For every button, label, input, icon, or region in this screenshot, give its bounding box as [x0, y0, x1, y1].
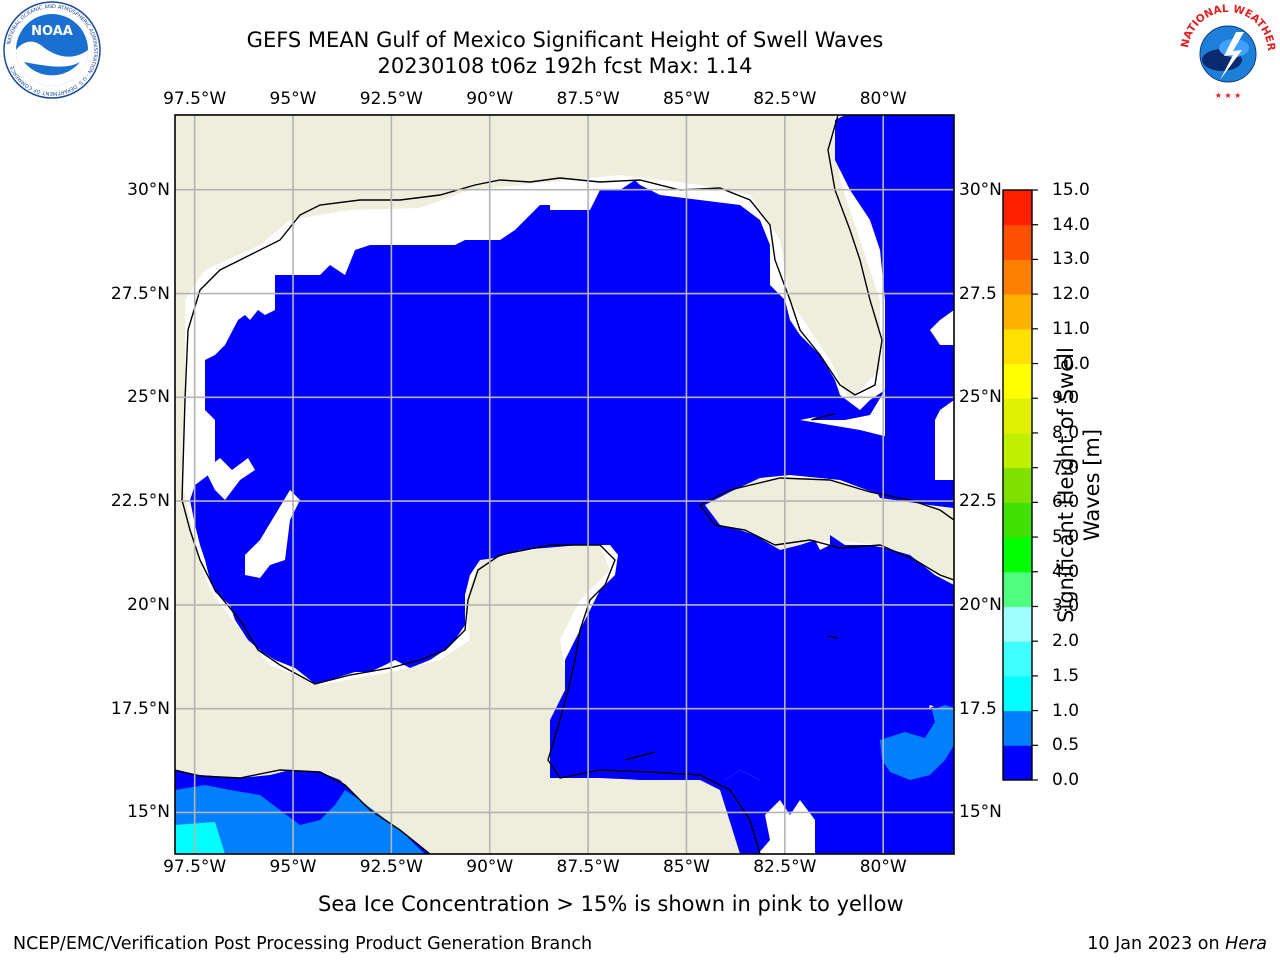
- colorbar-tick-label: 11.0: [1052, 318, 1090, 339]
- lon-label: 90°W: [466, 857, 514, 877]
- lon-label: 90°W: [466, 89, 514, 109]
- lon-label: 97.5°W: [163, 89, 227, 109]
- nws-logo: NATIONAL WEATHER SERVICE ★ ★ ★: [1178, 2, 1277, 100]
- nodata-patch: [205, 458, 255, 500]
- colorbar-tick-label: 2.0: [1052, 631, 1080, 652]
- colorbar-segment: [1003, 398, 1032, 434]
- lon-label: 85°W: [662, 89, 710, 109]
- colorbar-frame: [1002, 189, 1033, 781]
- lat-label: 15°N: [959, 802, 1002, 823]
- colorbar-tick-label: 15.0: [1052, 180, 1090, 200]
- lon-label: 97.5°W: [163, 857, 227, 877]
- colorbar-segment: [1003, 745, 1032, 781]
- lon-label: 82.5°W: [753, 89, 817, 109]
- colorbar-tick-label: 4.0: [1052, 561, 1080, 582]
- swell-1.0-1.5-pacific: [175, 822, 225, 854]
- colorbar-tick-label: 5.0: [1052, 527, 1080, 548]
- sea-ice-note: Sea Ice Concentration > 15% is shown in …: [318, 892, 904, 916]
- colorbar-segment: [1003, 606, 1032, 642]
- swell-0.5-1.0-caribbean: [880, 705, 954, 780]
- nodata-patch: [245, 490, 300, 578]
- atlantic-ocean: [835, 115, 954, 508]
- lat-label: 30°N: [959, 179, 1002, 200]
- caribbean-ocean: [550, 700, 954, 854]
- footer-machine: Hera: [1225, 934, 1267, 954]
- lon-label: 92.5°W: [359, 89, 423, 109]
- footer-branch: NCEP/EMC/Verification Post Processing Pr…: [13, 934, 593, 954]
- lat-label: 25°N: [959, 387, 1002, 408]
- lat-label: 25°N: [127, 387, 170, 408]
- colorbar-tick-label: 9.0: [1052, 388, 1080, 409]
- colorbar-segment: [1003, 537, 1032, 573]
- lat-label: 17.5: [959, 698, 997, 719]
- colorbar-tick-label: 6.0: [1052, 492, 1080, 513]
- colorbar-label-line1: Significant Height of Swell: [1054, 347, 1078, 623]
- graticule: [175, 115, 954, 854]
- colorbar-tick-label: 7.0: [1052, 457, 1080, 478]
- colorbar-tick-label: 0.0: [1052, 770, 1080, 790]
- colorbar-tick-label: 3.0: [1052, 596, 1080, 617]
- lat-label: 20°N: [959, 594, 1002, 615]
- svg-text:★ ★ ★: ★ ★ ★: [1215, 91, 1242, 100]
- colorbar-segment: [1003, 467, 1032, 503]
- colorbar-segment: [1003, 363, 1032, 399]
- colorbar-segment: [1003, 259, 1032, 295]
- lon-label: 85°W: [662, 857, 710, 877]
- lon-label: 87.5°W: [556, 89, 620, 109]
- colorbar-tick-label: 10.0: [1052, 353, 1090, 374]
- lat-label: 27.5: [959, 283, 997, 304]
- colorbar-tick-label: 13.0: [1052, 249, 1090, 270]
- colorbar-segment: [1003, 641, 1032, 677]
- colorbar-segment: [1003, 571, 1032, 607]
- colorbar-tick-label: 1.5: [1052, 665, 1080, 686]
- lon-label: 92.5°W: [359, 857, 423, 877]
- gulf-ocean: [190, 180, 954, 780]
- colorbar-segment: [1003, 294, 1032, 330]
- lon-label: 82.5°W: [753, 857, 817, 877]
- colorbar-tick-label: 12.0: [1052, 284, 1090, 305]
- colorbar-segment: [1003, 432, 1032, 469]
- lon-label: 80°W: [859, 89, 907, 109]
- colorbar-tick-label: 14.0: [1052, 214, 1090, 235]
- lon-label: 95°W: [269, 89, 317, 109]
- colorbar-segment: [1003, 224, 1032, 260]
- colorbar-segment: [1003, 675, 1032, 712]
- colorbar-segment: [1003, 328, 1032, 365]
- noaa-logo: NOAA NATIONAL OCEANIC AND ATMOSPHERIC AD…: [3, 1, 101, 99]
- colorbar-tick-label: 1.0: [1052, 700, 1080, 721]
- colorbar-tick-label: 8.0: [1052, 422, 1080, 443]
- lon-label: 80°W: [859, 857, 907, 877]
- colorbar-segment: [1003, 502, 1032, 538]
- lat-label: 17.5°N: [110, 698, 170, 719]
- footer-date: 10 Jan 2023 on Hera: [1087, 933, 1267, 955]
- colorbar-label-line2: Waves [m]: [1080, 428, 1104, 542]
- footer-date-text: 10 Jan 2023 on: [1087, 934, 1226, 954]
- map-frame: [174, 114, 955, 855]
- coastlines: [175, 115, 954, 854]
- lat-label: 20°N: [127, 594, 170, 615]
- lat-label: 15°N: [127, 802, 170, 823]
- colorbar-tick-label: 0.5: [1052, 735, 1080, 756]
- lat-label: 22.5: [959, 491, 997, 512]
- lat-label: 27.5°N: [110, 283, 170, 304]
- lat-label: 30°N: [127, 179, 170, 200]
- colorbar-segment: [1003, 190, 1032, 226]
- colorbar: [1002, 189, 1038, 781]
- lon-label: 87.5°W: [556, 857, 620, 877]
- colorbar-segment: [1003, 710, 1032, 746]
- colorbar-label: Significant Height of Swell Waves [m]: [1053, 335, 1113, 635]
- noaa-logo-text: NOAA: [31, 24, 73, 39]
- map-title: GEFS MEAN Gulf of Mexico Significant Hei…: [246, 28, 884, 52]
- lat-label: 22.5°N: [110, 491, 170, 512]
- map-subtitle: 20230108 t06z 192h fcst Max: 1.14: [377, 54, 753, 78]
- lon-label: 95°W: [269, 857, 317, 877]
